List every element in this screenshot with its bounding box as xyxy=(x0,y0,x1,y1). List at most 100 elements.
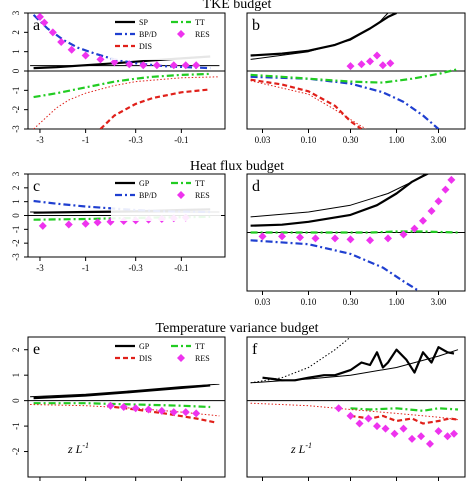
panel-f: f0.030.100.301.003.00 xyxy=(246,336,466,484)
panel-a: a -3 -1 -0.3 -0.1 -3 -2 -1 0 1 2 3 SP TT BP/D RES DIS xyxy=(11,10,226,145)
series-res-point xyxy=(67,45,76,54)
series-dis-line xyxy=(350,414,459,425)
x-tick-label: -1 xyxy=(82,263,90,273)
y-tick-label: -2 xyxy=(11,239,21,247)
title-temperature-variance-budget: Temperature variance budget xyxy=(155,321,319,336)
legend: SP TT BP/D RES DIS xyxy=(111,14,221,60)
y-tick-label: 1 xyxy=(11,199,21,204)
x-tick-label: 3.00 xyxy=(431,135,447,145)
panel-letter: e xyxy=(33,341,40,358)
series-res-point xyxy=(295,233,304,242)
y-tick-label: -3 xyxy=(11,125,21,133)
panel-frame xyxy=(27,336,226,478)
panel-letter: a xyxy=(33,17,40,34)
series-res-point xyxy=(40,18,49,27)
legend-marker xyxy=(177,354,185,362)
series-res-point xyxy=(258,232,267,241)
series-res-point xyxy=(355,419,364,428)
legend-label: DIS xyxy=(139,42,152,51)
series-res-point xyxy=(427,207,436,216)
series-res-point xyxy=(181,408,190,417)
series-res-point xyxy=(408,434,417,443)
title-tke-budget: TKE budget xyxy=(202,0,272,12)
panel-c: c -3 -1 -0.3 -0.1 -3 -2 -1 0 1 2 3 GP TT BP/D RES xyxy=(11,171,226,273)
title-heat-flux-budget: Heat flux budget xyxy=(189,159,285,174)
series-res-point xyxy=(410,224,419,233)
series-res-point xyxy=(106,401,115,410)
y-tick-label: 2 xyxy=(11,30,21,35)
legend-label: TT xyxy=(195,179,205,188)
y-tick-label: 3 xyxy=(11,171,21,176)
series-res-point xyxy=(447,175,456,184)
series-res-point xyxy=(386,59,395,68)
legend-label: GP xyxy=(139,179,150,188)
legend-label: BP/D xyxy=(139,191,157,200)
series-res-point xyxy=(425,439,434,448)
series-tt-line xyxy=(350,407,459,412)
y-tick-label: 0 xyxy=(11,68,21,73)
series-res-point xyxy=(443,432,452,441)
series-dis-line xyxy=(33,76,220,129)
x-axis-label-e: z L-1 xyxy=(67,441,89,456)
series-res-point xyxy=(450,429,459,438)
x-tick-label: 0.30 xyxy=(343,135,359,145)
series-res-point xyxy=(48,28,57,37)
x-tick-label: 0.10 xyxy=(301,135,317,145)
series-gp-line xyxy=(30,383,220,398)
series-gp-line xyxy=(250,349,459,384)
series-res-point xyxy=(311,234,320,243)
x-tick-label: 0.03 xyxy=(255,297,271,307)
series-res-point xyxy=(366,236,375,245)
series-res-point xyxy=(125,60,134,69)
panel-letter: b xyxy=(252,17,260,34)
legend-marker xyxy=(177,191,185,199)
series-res-point xyxy=(434,197,443,206)
series-res-point xyxy=(93,218,102,227)
x-tick-label: -3 xyxy=(36,263,44,273)
series-res-point xyxy=(57,38,66,46)
y-tick-label: -3 xyxy=(11,253,21,261)
series-res-point xyxy=(81,219,90,228)
series-tt-line xyxy=(250,230,459,234)
series-res-point xyxy=(372,51,381,60)
y-tick-label: -2 xyxy=(11,106,21,114)
series-tt-line xyxy=(33,72,211,99)
x-tick-label: 1.00 xyxy=(389,135,405,145)
series-res-point xyxy=(38,221,47,230)
panel-letter: c xyxy=(33,178,40,195)
series-res-point xyxy=(383,234,392,243)
series-res-point xyxy=(399,424,408,433)
series-sp-line xyxy=(250,13,397,57)
series-bp-d-line xyxy=(250,75,440,129)
series-gp-line xyxy=(33,384,211,400)
series-tt-line xyxy=(250,68,459,84)
x-tick-label: -0.3 xyxy=(129,263,144,273)
series-res-point xyxy=(346,411,355,420)
series-dis-line xyxy=(250,78,363,129)
series-res-point xyxy=(144,405,153,414)
series-res-point xyxy=(169,408,178,417)
x-tick-label: -0.3 xyxy=(129,135,144,145)
series-res-point xyxy=(334,404,343,413)
series-bp-d-line xyxy=(250,239,420,291)
y-tick-label: 0 xyxy=(11,213,21,218)
series-res-point xyxy=(381,424,390,433)
series-res-point xyxy=(390,429,399,438)
legend-label: GP xyxy=(139,342,150,351)
panel-letter: d xyxy=(252,178,260,195)
series-res-point xyxy=(346,62,355,71)
x-tick-label: 0.03 xyxy=(255,135,271,145)
legend-marker xyxy=(177,30,185,38)
series-res-point xyxy=(157,406,166,415)
y-tick-label: 1 xyxy=(11,373,21,378)
series-res-point xyxy=(96,55,105,64)
series-sp-line xyxy=(250,13,389,60)
legend-label: DIS xyxy=(139,354,152,363)
legend-label: RES xyxy=(195,354,210,363)
legend: GP TT DIS RES xyxy=(111,338,221,384)
series-res-point xyxy=(331,234,340,243)
series-res-point xyxy=(419,216,428,225)
